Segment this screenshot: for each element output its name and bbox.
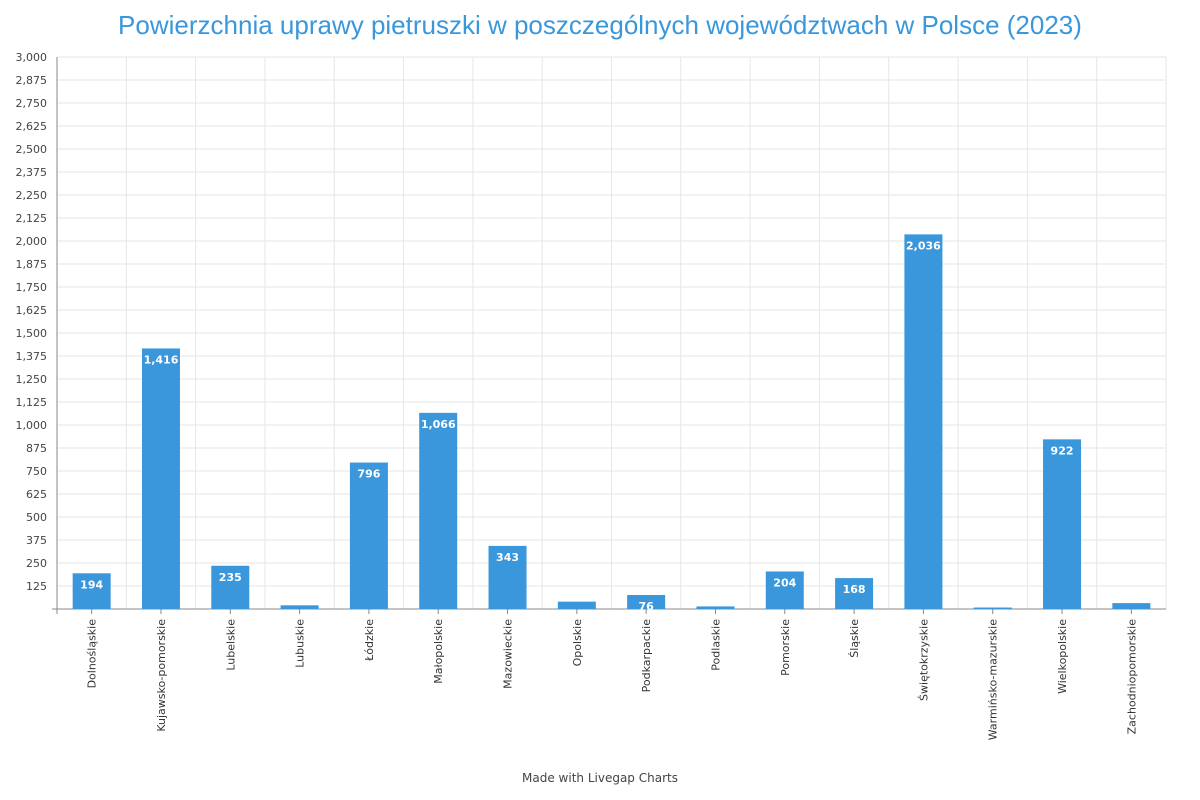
y-tick-label: 875 xyxy=(26,442,47,455)
y-tick-label: 2,625 xyxy=(16,120,48,133)
y-tick-label: 2,750 xyxy=(16,97,48,110)
grid-lines xyxy=(57,56,1167,609)
bar xyxy=(211,565,250,609)
x-category-label: Mazowieckie xyxy=(502,619,515,689)
y-tick-label: 500 xyxy=(26,511,47,524)
x-category-label: Dolnośląskie xyxy=(86,619,99,689)
x-category-label: Kujawsko-pomorskie xyxy=(155,619,168,732)
y-tick-label: 1,625 xyxy=(16,304,48,317)
bar-value-label: 1,066 xyxy=(421,418,456,431)
bar-value-label: 235 xyxy=(219,571,242,584)
bar xyxy=(904,234,943,609)
x-category-label: Lubelskie xyxy=(224,619,237,671)
y-tick-label: 2,125 xyxy=(16,212,48,225)
bar xyxy=(627,595,666,609)
bar-value-label: 922 xyxy=(1051,444,1074,457)
chart-title: Powierzchnia uprawy pietruszki w poszcze… xyxy=(118,10,1082,40)
bars xyxy=(72,234,1151,609)
y-tick-label: 2,875 xyxy=(16,74,48,87)
x-category-label: Śląskie xyxy=(848,619,861,658)
x-category-label: Pomorskie xyxy=(779,619,792,676)
bar xyxy=(141,348,180,609)
y-tick-label: 625 xyxy=(26,488,47,501)
y-tick-label: 250 xyxy=(26,557,47,570)
bar xyxy=(973,607,1012,609)
bar xyxy=(72,573,111,609)
y-tick-label: 1,000 xyxy=(16,419,48,432)
y-tick-label: 3,000 xyxy=(16,51,48,64)
y-tick-label: 125 xyxy=(26,580,47,593)
bar-value-label: 168 xyxy=(843,583,866,596)
bar-value-label: 343 xyxy=(496,551,519,564)
x-category-label: Podkarpackie xyxy=(640,619,653,693)
y-tick-label: 1,500 xyxy=(16,327,48,340)
x-category-label: Małopolskie xyxy=(432,619,445,684)
bar-value-label: 204 xyxy=(773,576,796,589)
y-tick-label: 2,375 xyxy=(16,166,48,179)
bar-value-labels: 194 1,416 235 796 1,066 343 76 204 168 2,036 922 xyxy=(80,239,1073,613)
x-category-label: Warmińsko-mazurskie xyxy=(987,619,1000,740)
x-category-label: Świętokrzyskie xyxy=(917,619,930,701)
y-tick-label: 1,125 xyxy=(16,396,48,409)
y-tick-label: 2,500 xyxy=(16,143,48,156)
bar-value-label: 76 xyxy=(639,600,655,613)
y-tick-label: 2,250 xyxy=(16,189,48,202)
bar xyxy=(349,462,388,609)
y-tick-label: 1,875 xyxy=(16,258,48,271)
bar-value-label: 1,416 xyxy=(144,353,179,366)
bar xyxy=(1043,439,1082,609)
x-category-label: Opolskie xyxy=(571,619,584,667)
bar xyxy=(280,605,319,609)
y-tick-label: 1,750 xyxy=(16,281,48,294)
x-category-label: Zachodniopomorskie xyxy=(1125,619,1138,735)
bar-value-label: 194 xyxy=(80,578,103,591)
footer-credit: Made with Livegap Charts xyxy=(522,771,678,785)
y-tick-label: 1,250 xyxy=(16,373,48,386)
y-tick-label: 1,375 xyxy=(16,350,48,363)
bar xyxy=(419,412,458,609)
x-category-label: Łódzkie xyxy=(363,619,376,662)
y-tick-label: 750 xyxy=(26,465,47,478)
bar-value-label: 2,036 xyxy=(906,239,941,252)
x-category-label: Podlaskie xyxy=(709,619,722,671)
bar xyxy=(557,601,596,609)
bar-value-label: 796 xyxy=(357,468,380,481)
y-tick-label: 2,000 xyxy=(16,235,48,248)
axes xyxy=(52,57,1166,614)
x-category-label: Wielkopolskie xyxy=(1056,619,1069,694)
x-axis-category-labels: Dolnośląskie Kujawsko-pomorskie Lubelskie L… xyxy=(86,619,1139,740)
y-axis-tick-labels: 125 250 375 500 625 750 875 1,000 1,125 1,250 1,37… xyxy=(16,51,48,593)
bar xyxy=(765,571,804,609)
bar xyxy=(835,578,874,609)
bar xyxy=(1112,603,1151,609)
bar xyxy=(488,545,527,609)
bar xyxy=(696,606,735,609)
x-category-label: Lubuskie xyxy=(294,619,307,668)
y-tick-label: 375 xyxy=(26,534,47,547)
